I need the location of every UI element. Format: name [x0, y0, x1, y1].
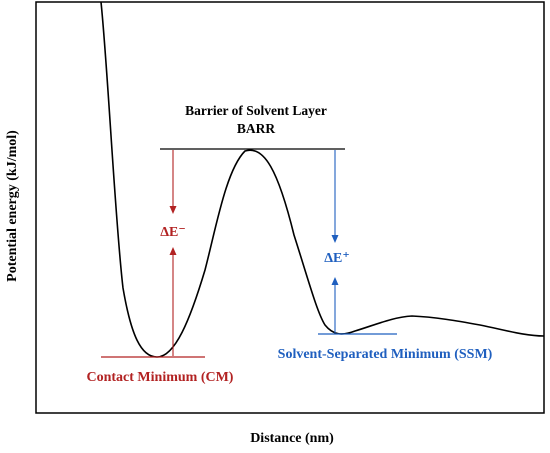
x-axis-title: Distance (nm) [250, 431, 334, 446]
potential-curve [100, 1, 545, 358]
barrier-label-line1: Barrier of Solvent Layer [185, 103, 327, 118]
delta-e-minus-arrowhead-down [169, 206, 177, 214]
contact-minimum-label: Contact Minimum (CM) [87, 370, 234, 385]
plot-frame [35, 1, 545, 414]
ssm-label: Solvent-Separated Minimum (SSM) [278, 347, 493, 362]
delta-e-minus-arrowhead-up [169, 247, 177, 255]
delta-e-plus-arrowhead-down [331, 235, 339, 243]
y-axis-title: Potential energy (kJ/mol) [5, 130, 20, 282]
delta-e-plus-label: ΔE⁺ [324, 251, 350, 266]
delta-e-minus-label: ΔE⁻ [160, 225, 186, 240]
delta-e-plus-arrowhead-up [331, 277, 339, 285]
barrier-label-line2: BARR [237, 121, 276, 136]
